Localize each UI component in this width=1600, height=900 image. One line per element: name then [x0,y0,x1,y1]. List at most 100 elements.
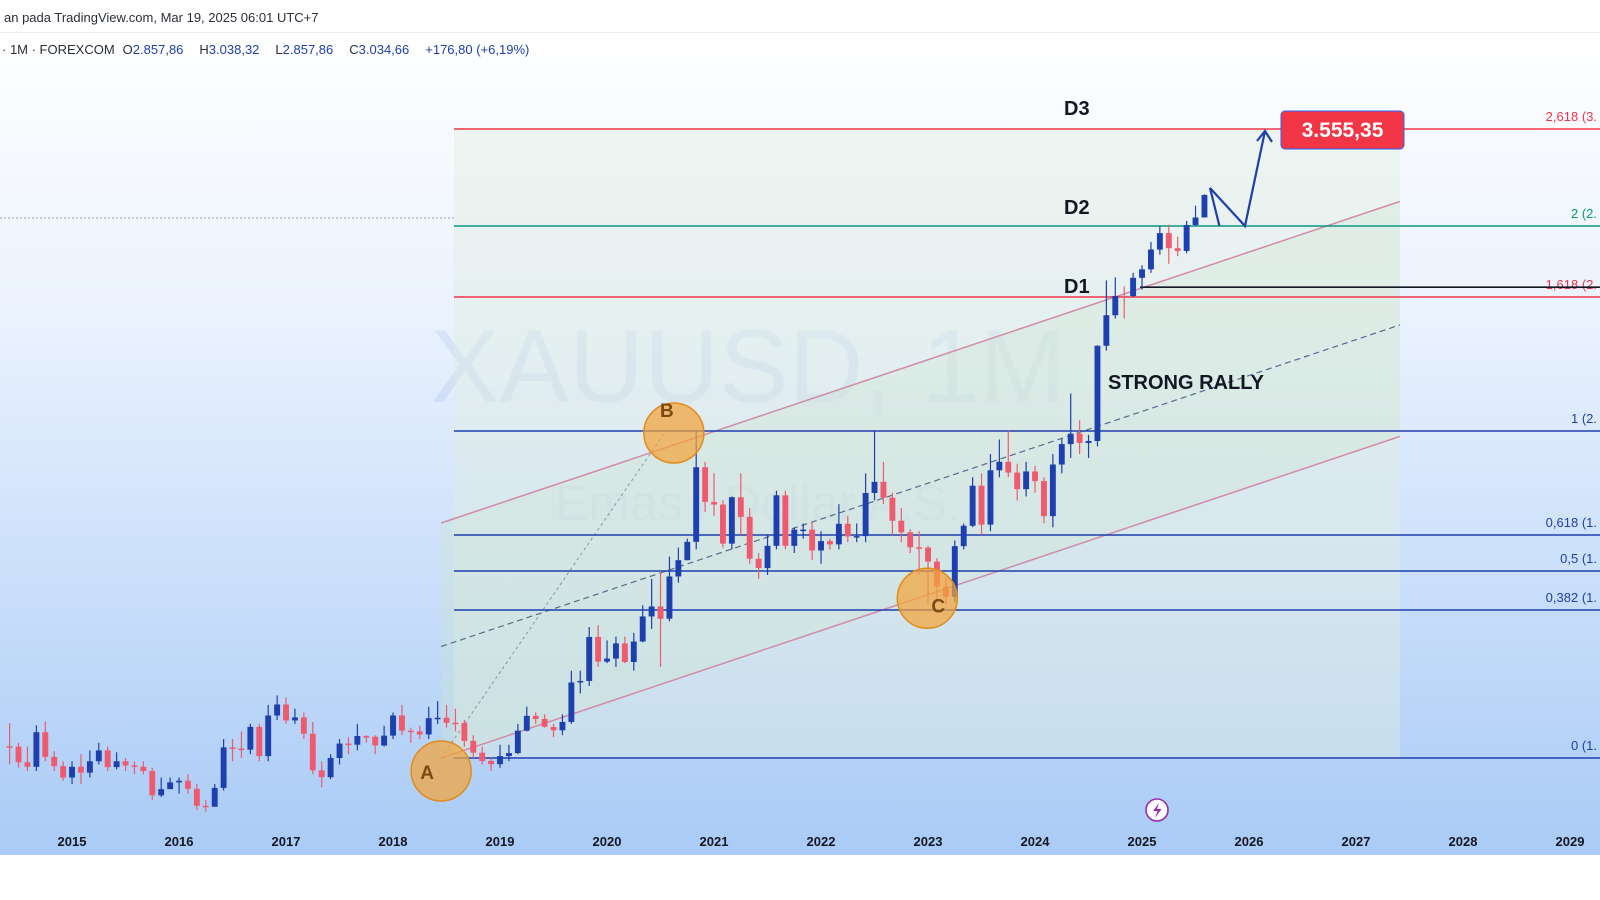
candle-body [318,770,325,778]
candle-body [42,732,49,757]
replay-icon[interactable] [1145,798,1169,822]
abc-circle [896,567,959,630]
candle [140,761,147,775]
candles [6,194,1208,812]
candle [737,473,744,535]
candle [1192,205,1199,226]
candle-body [684,541,691,561]
candle [452,708,459,732]
candle [497,744,503,768]
fib-levels[interactable]: 2,618 (3. 2 (2. 1,618 (2. 1 (2. 0,618 (1. 0,5… [0,109,1600,759]
candle [1085,434,1092,458]
candle-body [381,735,388,746]
candle-body [1183,224,1190,251]
candle [639,605,646,643]
time-axis-tick: 2015 [58,834,87,849]
candle [104,746,111,771]
channel-upper-line[interactable] [440,200,1401,524]
watermark-symbol: XAUUSD, 1M [430,309,1066,425]
candle-body [69,766,75,778]
candle-body [6,746,13,748]
close-label: C [349,42,359,57]
candle [862,473,869,543]
candle [657,571,664,667]
candle-body [202,805,209,808]
abc-circle [410,740,472,802]
candle [960,523,967,550]
candle [1014,463,1021,501]
candle-body [390,715,396,736]
fib-label: 0,5 (1. [1560,551,1597,566]
abc-points: A B C [410,401,959,802]
candle-body [853,536,860,538]
candle-body [176,780,182,783]
candle-body [514,730,521,754]
candle-body [167,782,174,790]
candle-body [871,481,878,494]
candle-body [185,780,191,789]
candle-body [996,461,1003,471]
candle-body [1121,295,1128,298]
candle-body [827,541,833,545]
channel-mid-line[interactable] [440,324,1401,648]
candle [1130,272,1137,297]
projection-line[interactable] [1208,130,1267,229]
candle-body [292,717,298,721]
candle-body [60,766,67,778]
candle [604,640,610,664]
candle [880,461,887,505]
time-axis-tick: 2017 [272,834,301,849]
time-axis-tick: 2025 [1128,834,1157,849]
candle [211,784,218,807]
label-d3: D3 [1064,98,1090,120]
candle-body [149,771,156,796]
candle-body [51,756,58,767]
candle-body [1174,248,1181,251]
candle [60,761,67,781]
projection-path[interactable] [1208,129,1273,229]
label-d2: D2 [1064,197,1090,219]
target-price-background [1280,110,1405,150]
channel-fill [441,201,1400,758]
change-value: +176,80 (+6,19%) [425,42,530,57]
candle [202,800,209,812]
low-value: 2.857,86 [282,42,334,57]
candle-body [737,497,744,517]
time-axis[interactable]: 2015 2016 2017 2018 2019 2020 2021 2022 2023 2024… [58,834,1585,849]
candle [185,774,191,794]
target-price-box[interactable]: 3.555,35 [1280,110,1405,150]
candle-body [140,766,147,771]
candle [835,504,842,550]
fib-label: 0,618 (1. [1546,515,1597,530]
candle-body [782,495,789,546]
candle [791,527,798,553]
candle [1139,265,1145,290]
candle-body [488,760,495,765]
candle [648,578,655,629]
candle [176,777,182,794]
candle [1201,194,1208,218]
candle [425,706,432,740]
candle [1094,345,1101,447]
candle [1156,226,1163,255]
candle-body [425,718,432,735]
time-axis-tick: 2022 [807,834,836,849]
candle [149,767,156,801]
candle [390,712,396,740]
candle [1032,465,1038,493]
candle-body [1023,471,1030,490]
candle-body [844,523,851,537]
abc-label: B [660,401,674,422]
candle [1183,220,1190,254]
open-label: O [122,42,133,57]
time-axis-tick: 2024 [1021,834,1051,849]
candle [800,523,807,539]
candle-body [24,762,31,767]
candle [559,714,566,736]
trend-channel[interactable] [440,200,1401,759]
candle [318,761,325,788]
candle [987,454,994,532]
abc-circle [643,402,705,464]
candle-body [470,740,477,753]
